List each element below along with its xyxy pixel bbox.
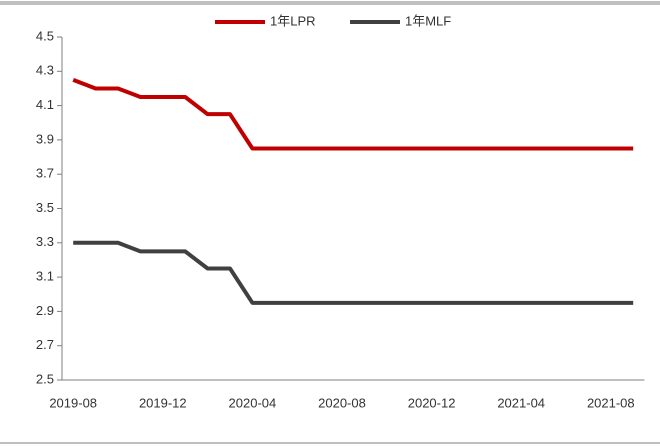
y-tick-label: 3.3 (36, 234, 54, 249)
y-tick-label: 3.9 (36, 131, 54, 146)
line-series (73, 240, 634, 305)
y-tick-label: 2.7 (36, 337, 54, 352)
x-tick-label: 2021-08 (587, 395, 635, 410)
x-tick-label: 2020-12 (408, 395, 456, 410)
x-tick-label: 2021-04 (497, 395, 545, 410)
y-tick-label: 2.5 (36, 371, 54, 386)
y-tick-label: 4.3 (36, 63, 54, 78)
x-tick-label: 2020-04 (229, 395, 277, 410)
y-tick-label: 4.1 (36, 97, 54, 112)
y-tick-label: 2.9 (36, 303, 54, 318)
y-tick-label: 4.5 (36, 28, 54, 43)
x-tick-label: 2019-08 (49, 395, 97, 410)
y-tick-label: 3.7 (36, 166, 54, 181)
x-tick-label: 2019-12 (139, 395, 187, 410)
y-tick-label: 3.5 (36, 200, 54, 215)
legend-label: 1年MLF (405, 13, 451, 28)
x-tick-label: 2020-08 (318, 395, 366, 410)
legend-label: 1年LPR (270, 13, 316, 28)
line-series (72, 78, 634, 151)
y-tick-label: 3.1 (36, 269, 54, 284)
